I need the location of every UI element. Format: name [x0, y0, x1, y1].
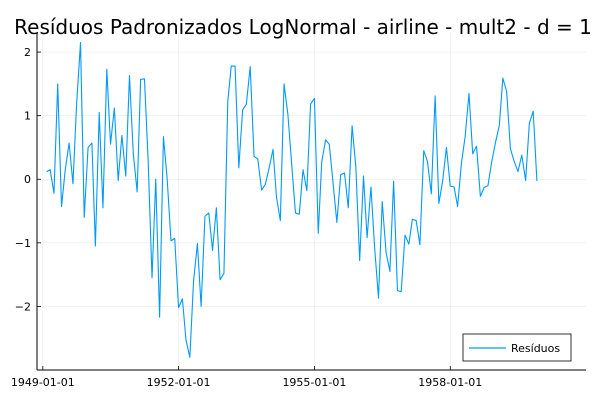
y-axis-ticks: 2 1 0 −1 −2 [15, 46, 41, 313]
x-tick-label: 1958-01-01 [418, 376, 482, 389]
grid [37, 33, 586, 370]
series-line [46, 41, 538, 358]
series-layer [46, 41, 538, 358]
y-tick-label: 0 [24, 173, 31, 186]
y-tick-label: −1 [15, 237, 31, 250]
plot-area: 1949-01-01 1952-01-01 1955-01-01 1958-01-01… [11, 33, 586, 389]
y-tick-label: 2 [24, 46, 31, 59]
axes [36, 33, 586, 371]
chart-title: Resíduos Padronizados LogNormal - airlin… [14, 15, 592, 39]
x-tick-label: 1949-01-01 [11, 376, 75, 389]
x-tick-label: 1955-01-01 [282, 376, 346, 389]
y-tick-label: −2 [15, 300, 31, 313]
x-axis-ticks: 1949-01-01 1952-01-01 1955-01-01 1958-01-01 [11, 366, 482, 389]
y-tick-label: 1 [24, 110, 31, 123]
x-tick-label: 1952-01-01 [147, 376, 211, 389]
legend-label: Resíduos [511, 342, 560, 355]
legend: Resíduos [462, 333, 572, 362]
